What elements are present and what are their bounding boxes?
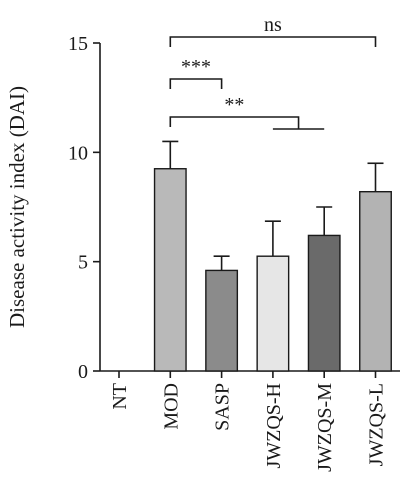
- significance-label: ns: [264, 14, 282, 36]
- axes: [93, 42, 400, 378]
- x-category-label: JWZQS-L: [366, 383, 388, 466]
- bar-jwzqs-h: [256, 255, 290, 372]
- significance-label: **: [224, 94, 244, 116]
- x-category-label: NT: [109, 383, 131, 410]
- y-tick-label: 15: [68, 33, 88, 55]
- bar-jwzqs-l: [359, 190, 392, 372]
- labels: 0 5 10 15 Disease activity index (DAI) NT MOD S…: [5, 14, 388, 472]
- y-tick-label: 0: [78, 361, 88, 383]
- y-tick-label: 10: [68, 142, 88, 164]
- bar-sasp: [205, 269, 239, 372]
- significance-bracket: [169, 116, 300, 129]
- y-axis-label: Disease activity index (DAI): [5, 86, 29, 328]
- x-category-label: JWZQS-H: [263, 383, 285, 469]
- significance-brackets: [169, 36, 377, 130]
- bar-mod: [153, 168, 187, 372]
- bar-jwzqs-m: [307, 234, 341, 372]
- x-category-label: MOD: [160, 383, 182, 430]
- x-category-label: JWZQS-M: [314, 383, 336, 472]
- error-bars: [162, 140, 384, 271]
- y-tick-label: 5: [78, 252, 88, 274]
- bars: [153, 168, 392, 372]
- significance-label: ***: [181, 56, 211, 78]
- significance-bracket: [169, 36, 377, 47]
- significance-bracket: [169, 78, 223, 89]
- x-category-label: SASP: [212, 383, 234, 431]
